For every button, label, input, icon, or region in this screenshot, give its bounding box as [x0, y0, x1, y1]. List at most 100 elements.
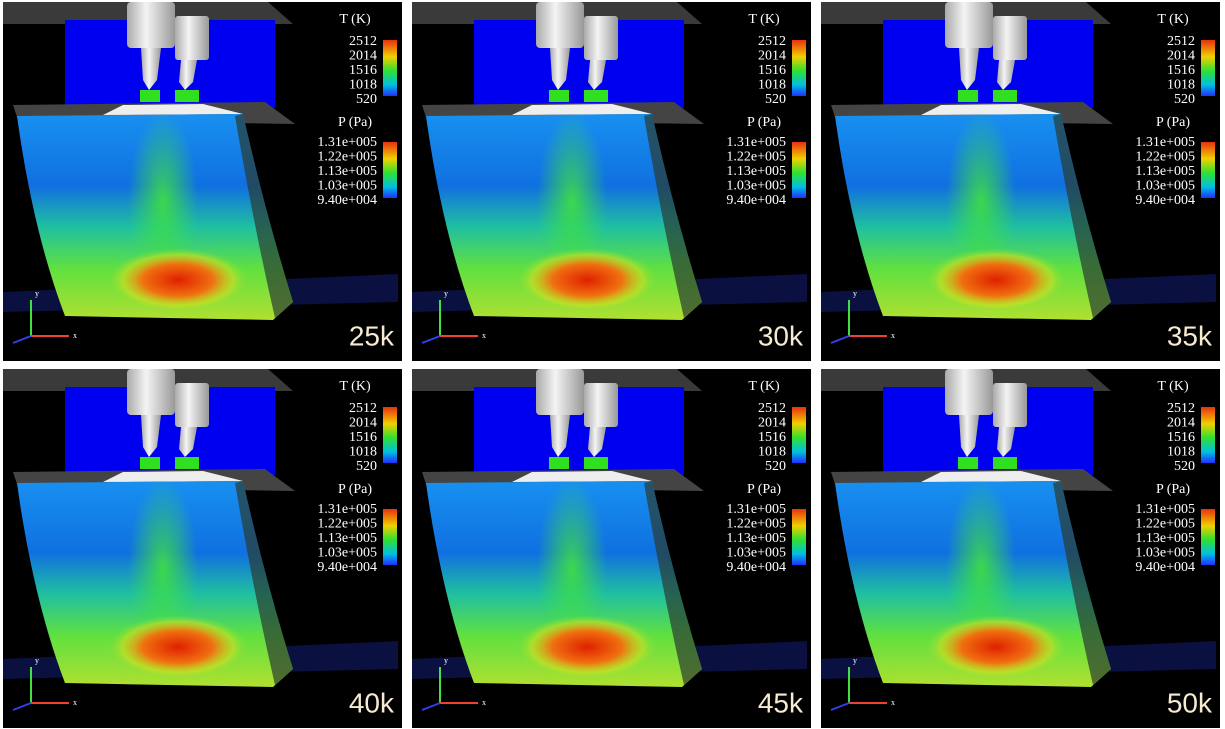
legend-title: P (Pa) [747, 115, 781, 130]
color-bar [383, 142, 397, 198]
legend-label: 520 [765, 459, 786, 474]
legend-label: 9.40e+004 [726, 193, 786, 208]
flame [175, 457, 199, 469]
legend-label: 1516 [758, 430, 786, 445]
legend-label: 2512 [758, 401, 786, 416]
cylinder [945, 369, 993, 415]
flame [549, 457, 569, 469]
page: T (K)2512201415161018520P (Pa)1.31e+0051… [0, 0, 1225, 729]
panel-label: 40k [349, 687, 395, 718]
legend-label: 1.22e+005 [726, 517, 786, 532]
flame [584, 457, 608, 469]
cylinder [584, 16, 618, 60]
axis-label: y [853, 289, 857, 298]
legend-label: 1.03e+005 [726, 546, 786, 561]
legend-label: 1018 [349, 445, 377, 460]
legend-title: P (Pa) [338, 115, 372, 130]
cylinder [993, 383, 1027, 427]
legend-label: 1018 [1167, 78, 1195, 93]
legend-label: 9.40e+004 [1135, 560, 1195, 575]
color-bar [792, 509, 806, 565]
legend-label: 2512 [349, 401, 377, 416]
legend-title: P (Pa) [1156, 115, 1190, 130]
cylinder [993, 16, 1027, 60]
cylinder [536, 369, 584, 415]
legend-label: 2512 [349, 34, 377, 49]
legend-label: 1.31e+005 [317, 135, 377, 150]
legend-label: 2014 [1167, 49, 1195, 64]
axis-label: x [482, 698, 486, 707]
legend-label: 1.22e+005 [1135, 517, 1195, 532]
panel-label: 50k [1167, 687, 1213, 718]
cylinder [536, 2, 584, 48]
legend-label: 1018 [349, 78, 377, 93]
color-bar [383, 40, 397, 96]
legend-label: 1.13e+005 [1135, 531, 1195, 546]
legend-title: T (K) [748, 12, 780, 27]
legend-label: 520 [356, 92, 377, 107]
axis-label: y [35, 289, 39, 298]
color-bar [383, 407, 397, 463]
axis-label: x [891, 331, 895, 340]
legend-label: 2512 [758, 34, 786, 49]
panel-label: 35k [1167, 320, 1213, 351]
color-bar [1201, 407, 1215, 463]
color-bar [792, 142, 806, 198]
legend-label: 1.13e+005 [726, 164, 786, 179]
legend-label: 1018 [758, 78, 786, 93]
color-bar [1201, 40, 1215, 96]
panel-label: 30k [758, 320, 804, 351]
legend-label: 1.31e+005 [317, 502, 377, 517]
legend-label: 2014 [758, 49, 786, 64]
color-bar [1201, 142, 1215, 198]
legend-label: 1516 [349, 430, 377, 445]
cylinder [945, 2, 993, 48]
hot-zone [108, 615, 248, 679]
legend-label: 1.03e+005 [1135, 179, 1195, 194]
axis-label: x [73, 331, 77, 340]
color-bar [792, 40, 806, 96]
panel-label: 45k [758, 687, 804, 718]
flame [584, 90, 608, 102]
legend-label: 1.22e+005 [317, 150, 377, 165]
legend-label: 520 [356, 459, 377, 474]
legend-label: 520 [1174, 92, 1195, 107]
axis-label: y [853, 656, 857, 665]
axis-label: x [482, 331, 486, 340]
legend-title: P (Pa) [1156, 482, 1190, 497]
legend-label: 1516 [1167, 430, 1195, 445]
flame [958, 90, 978, 102]
legend-label: 1.03e+005 [726, 179, 786, 194]
axis-label: x [891, 698, 895, 707]
legend-label: 1.03e+005 [1135, 546, 1195, 561]
legend-label: 520 [1174, 459, 1195, 474]
legend-title: T (K) [339, 379, 371, 394]
legend-label: 1.31e+005 [726, 502, 786, 517]
legend-label: 1.31e+005 [726, 135, 786, 150]
cylinder [175, 16, 209, 60]
legend-label: 9.40e+004 [1135, 193, 1195, 208]
legend-label: 1018 [1167, 445, 1195, 460]
legend-label: 1.22e+005 [726, 150, 786, 165]
legend-label: 2512 [1167, 401, 1195, 416]
legend-label: 2014 [1167, 416, 1195, 431]
axis-label: x [73, 698, 77, 707]
cylinder [175, 383, 209, 427]
legend-title: P (Pa) [747, 482, 781, 497]
flame [958, 457, 978, 469]
legend-label: 2014 [758, 416, 786, 431]
legend-label: 1.13e+005 [317, 531, 377, 546]
legend-label: 1516 [349, 63, 377, 78]
legend-label: 1.22e+005 [1135, 150, 1195, 165]
legend-label: 1.31e+005 [1135, 502, 1195, 517]
hot-zone [517, 615, 657, 679]
legend-title: T (K) [1157, 12, 1189, 27]
flame [140, 457, 160, 469]
legend-label: 1.31e+005 [1135, 135, 1195, 150]
color-bar [383, 509, 397, 565]
hot-zone [108, 248, 248, 312]
